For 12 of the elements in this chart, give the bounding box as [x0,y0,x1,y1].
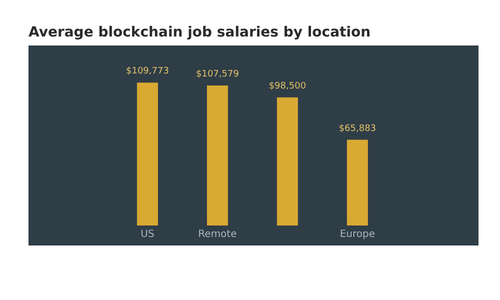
x-tick-label: US [140,229,154,240]
bar [346,140,368,226]
bar [136,82,158,226]
data-label: $98,500 [268,81,306,92]
data-label: $107,579 [196,70,240,80]
data-label: $109,773 [126,66,169,77]
x-tick-label: Europe [340,229,376,240]
data-label: $65,883 [338,124,376,134]
bar [206,86,228,226]
x-tick-label: Remote [198,229,237,240]
chart-title: Average blockchain job salaries by location [28,24,371,40]
bar [276,97,298,226]
